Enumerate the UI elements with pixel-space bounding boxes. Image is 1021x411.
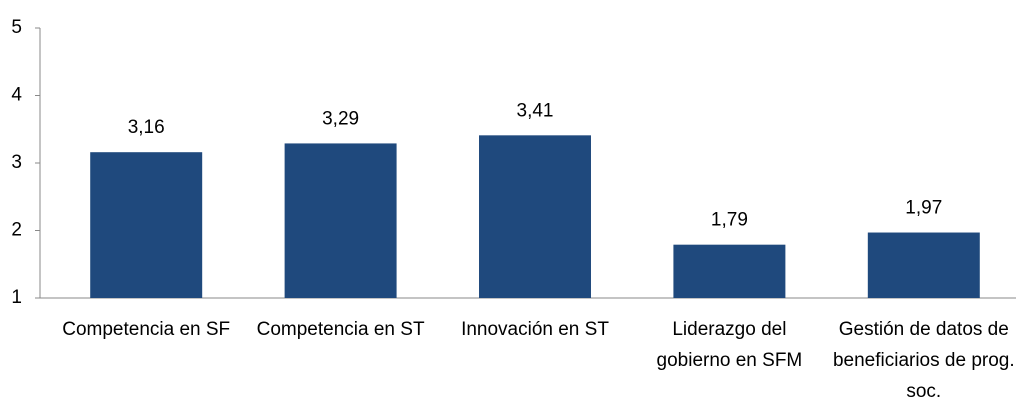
bar: [284, 143, 397, 298]
y-tick-label: 5: [11, 17, 22, 38]
data-label: 3,41: [517, 100, 554, 121]
bar: [90, 152, 203, 298]
y-tick-label: 1: [11, 287, 22, 308]
bar: [867, 232, 980, 298]
x-tick-label: Competencia en SF: [62, 319, 231, 340]
bar: [479, 135, 591, 298]
x-tick-label: Innovación en ST: [461, 319, 609, 340]
data-label: 1,79: [711, 210, 748, 231]
bar: [673, 244, 786, 298]
data-label: 3,29: [322, 108, 359, 129]
y-tick-label: 3: [11, 152, 22, 173]
x-tick-label: Gestión de datos de beneficiarios de pro…: [832, 319, 1015, 402]
data-label: 3,16: [128, 117, 165, 138]
y-tick-label: 4: [11, 85, 22, 106]
y-tick-label: 2: [11, 220, 22, 241]
x-tick-label: Competencia en ST: [256, 319, 425, 340]
x-tick-label: Liderazgo del gobierno en SFM: [656, 319, 803, 371]
data-label: 1,97: [905, 198, 942, 219]
